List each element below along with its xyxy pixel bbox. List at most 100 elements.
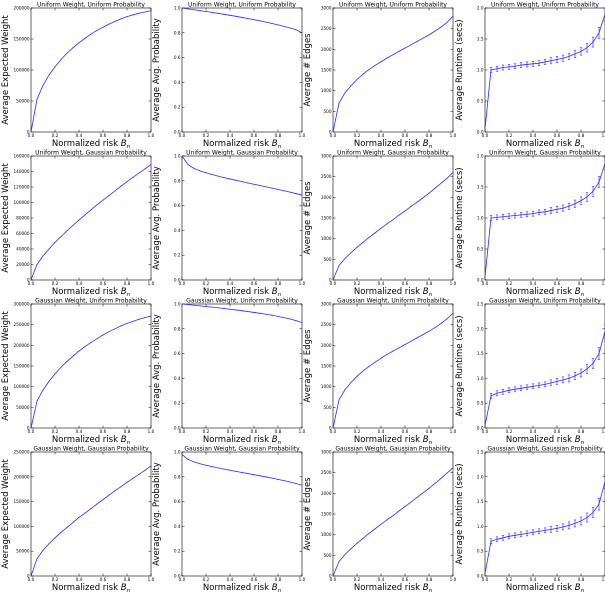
x-tick-label: 0.8 (426, 577, 433, 582)
y-axis-label: Average Avg. Probability (152, 314, 162, 418)
data-point (241, 16, 243, 18)
y-tick-label: 2000 (321, 491, 332, 496)
x-axis-label: Normalized risk Bn (52, 435, 131, 446)
chart-panel-14: Gaussian Weight, Gaussian Probability 0.0… (152, 446, 306, 593)
x-tick-label: 0.4 (76, 133, 83, 138)
data-point (368, 532, 370, 534)
data-point (259, 475, 261, 477)
x-tick-label: 0.6 (402, 429, 409, 434)
data-point (229, 469, 231, 471)
y-axis-label: Average Runtime (secs) (455, 167, 465, 268)
x-axis-label: Normalized risk Bn (52, 583, 131, 593)
data-point (338, 102, 340, 104)
data-point (514, 388, 516, 390)
data-point (502, 67, 504, 69)
x-tick-label: 0.2 (52, 429, 59, 434)
data-point (422, 334, 424, 336)
data-point (386, 353, 388, 355)
data-point (392, 219, 394, 221)
x-tick-label: 0.0 (28, 133, 35, 138)
data-point (289, 481, 291, 483)
y-tick-label: 3000 (321, 302, 332, 307)
x-tick-label: 1.0 (148, 133, 155, 138)
plot-frame (484, 451, 605, 577)
data-point (187, 8, 189, 10)
y-tick-label: 500 (324, 405, 332, 410)
data-point (96, 338, 98, 340)
y-tick-label: 0.8 (174, 178, 181, 183)
data-point (277, 315, 279, 317)
data-point (568, 55, 570, 57)
data-point (574, 203, 576, 205)
data-point (490, 395, 492, 397)
chart-title: Uniform Weight, Gaussian Probability (35, 150, 147, 157)
data-point (556, 58, 558, 60)
data-point (36, 98, 38, 100)
x-tick-label: 0.6 (100, 281, 107, 286)
data-point (508, 535, 510, 537)
data-point (452, 467, 454, 469)
x-tick-label: 1.0 (450, 133, 457, 138)
y-tick-label: 2000 (321, 343, 332, 348)
y-tick-label: 0 (27, 278, 30, 283)
data-point (102, 334, 104, 336)
x-tick-label: 1.0 (299, 429, 306, 434)
data-point (404, 344, 406, 346)
series-line (332, 312, 454, 429)
data-point (265, 313, 267, 315)
data-point (78, 42, 80, 44)
data-point (332, 131, 334, 133)
data-point (193, 304, 195, 306)
data-point (78, 219, 80, 221)
data-point (66, 360, 68, 362)
y-tick-label: 100000 (14, 200, 30, 205)
y-tick-label: 0.8 (174, 30, 181, 35)
data-point (386, 223, 388, 225)
x-tick-label: 0.2 (52, 133, 59, 138)
data-point (199, 463, 201, 465)
y-tick-label: 0.5 (477, 99, 484, 104)
series-line (181, 303, 303, 323)
y-tick-label: 120000 (14, 185, 30, 190)
x-tick-label: 0.2 (506, 429, 513, 434)
data-point (193, 461, 195, 463)
y-tick-label: 1.0 (174, 154, 181, 159)
data-point (150, 465, 152, 467)
data-point (374, 64, 376, 66)
y-tick-label: 1.5 (477, 37, 484, 42)
data-point (66, 230, 68, 232)
data-point (229, 14, 231, 16)
data-point (277, 24, 279, 26)
y-tick-label: 60000 (16, 231, 30, 236)
data-point (48, 248, 50, 250)
data-point (568, 205, 570, 207)
data-point (265, 21, 267, 23)
data-point (199, 170, 201, 172)
plot-frame (30, 155, 152, 281)
y-axis-label: Average # Edges (303, 33, 313, 107)
data-point (452, 15, 454, 17)
x-tick-label: 0.6 (251, 429, 258, 434)
x-axis-label: Normalized risk Bn (354, 287, 433, 298)
data-point (526, 63, 528, 65)
data-point (428, 487, 430, 489)
data-point (484, 276, 486, 278)
x-tick-label: 0.8 (275, 133, 282, 138)
data-point (96, 29, 98, 31)
data-point (526, 532, 528, 534)
x-tick-label: 0.8 (578, 577, 585, 582)
chart-title: Uniform Weight, Gaussian Probability (489, 150, 601, 157)
data-point (283, 190, 285, 192)
chart-title: Gaussian Weight, Gaussian Probability (33, 446, 149, 453)
y-tick-label: 0.6 (174, 351, 181, 356)
series-line (30, 10, 152, 133)
data-point (580, 372, 582, 374)
y-tick-label: 1.0 (477, 524, 484, 529)
data-point (514, 215, 516, 217)
y-tick-label: 100000 (14, 68, 30, 73)
y-tick-label: 3000 (321, 450, 332, 455)
data-point (410, 44, 412, 46)
data-point (96, 503, 98, 505)
